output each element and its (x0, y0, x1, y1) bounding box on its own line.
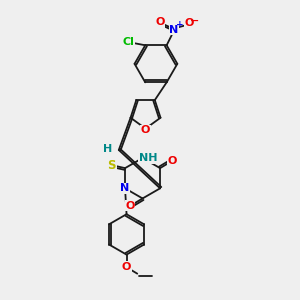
Text: N: N (169, 25, 179, 35)
Text: H: H (103, 143, 112, 154)
Text: O: O (185, 18, 194, 28)
Text: +: + (176, 20, 183, 29)
Text: O: O (141, 125, 150, 135)
Text: S: S (107, 159, 116, 172)
Text: −: − (190, 16, 200, 26)
Text: N: N (120, 183, 130, 193)
Text: O: O (125, 201, 135, 211)
Text: O: O (122, 262, 131, 272)
Text: O: O (155, 17, 164, 27)
Text: O: O (168, 156, 177, 166)
Text: Cl: Cl (123, 37, 135, 47)
Text: NH: NH (139, 153, 157, 163)
